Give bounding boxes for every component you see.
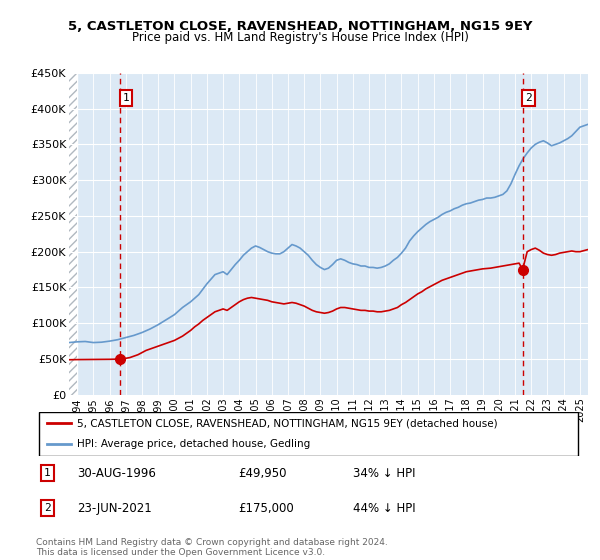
- Text: 30-AUG-1996: 30-AUG-1996: [77, 466, 156, 480]
- Text: Contains HM Land Registry data © Crown copyright and database right 2024.
This d: Contains HM Land Registry data © Crown c…: [36, 538, 388, 557]
- Text: 2: 2: [44, 503, 51, 513]
- FancyBboxPatch shape: [39, 413, 578, 455]
- Text: 34% ↓ HPI: 34% ↓ HPI: [353, 466, 415, 480]
- Text: 23-JUN-2021: 23-JUN-2021: [77, 502, 152, 515]
- Text: 5, CASTLETON CLOSE, RAVENSHEAD, NOTTINGHAM, NG15 9EY (detached house): 5, CASTLETON CLOSE, RAVENSHEAD, NOTTINGH…: [77, 418, 497, 428]
- Text: 1: 1: [44, 468, 51, 478]
- Text: £175,000: £175,000: [238, 502, 294, 515]
- Bar: [69, 73, 77, 395]
- Text: £49,950: £49,950: [238, 466, 287, 480]
- Bar: [69, 73, 77, 395]
- Text: 1: 1: [122, 93, 130, 103]
- Text: 2: 2: [525, 93, 532, 103]
- Text: HPI: Average price, detached house, Gedling: HPI: Average price, detached house, Gedl…: [77, 439, 310, 449]
- Text: 5, CASTLETON CLOSE, RAVENSHEAD, NOTTINGHAM, NG15 9EY: 5, CASTLETON CLOSE, RAVENSHEAD, NOTTINGH…: [68, 20, 532, 32]
- Text: 44% ↓ HPI: 44% ↓ HPI: [353, 502, 415, 515]
- Text: Price paid vs. HM Land Registry's House Price Index (HPI): Price paid vs. HM Land Registry's House …: [131, 31, 469, 44]
